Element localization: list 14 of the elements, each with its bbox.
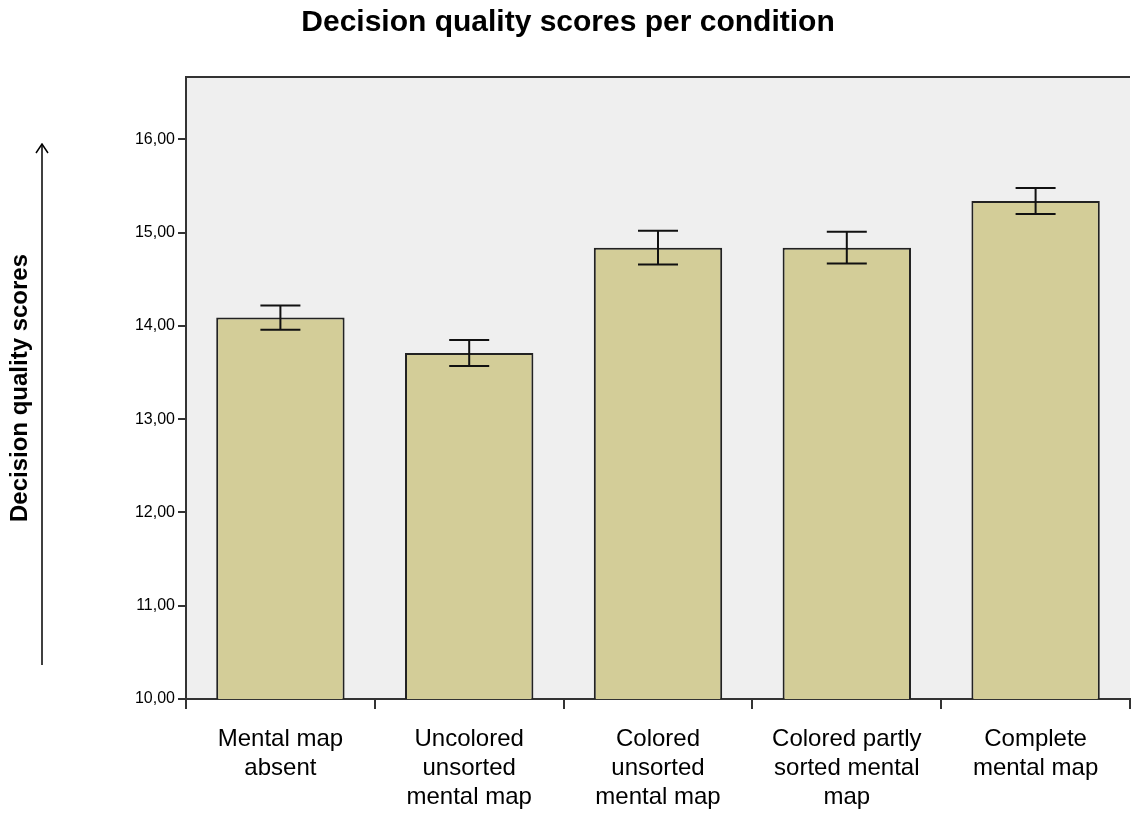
y-tick-label: 14,00: [134, 316, 176, 334]
x-tick-label: Colored unsorted mental map: [595, 724, 721, 809]
y-tick-label: 13,00: [134, 409, 176, 427]
x-tick-label: Mental map absent: [217, 724, 344, 780]
y-tick-label: 16,00: [134, 129, 176, 147]
x-tick-label: Complete mental map: [972, 724, 1099, 780]
y-axis-title: Decision quality scores: [5, 253, 33, 523]
x-tick-label: Uncolored unsorted mental map: [406, 724, 532, 809]
y-tick-label: 11,00: [136, 596, 176, 614]
chart-title: Decision quality scores per condition: [301, 4, 835, 38]
y-tick-label: 12,00: [134, 502, 176, 520]
y-tick-label: 10,00: [134, 689, 176, 707]
y-tick-label: 15,00: [134, 223, 176, 241]
x-tick-label: Colored partly sorted mental map: [772, 724, 922, 809]
